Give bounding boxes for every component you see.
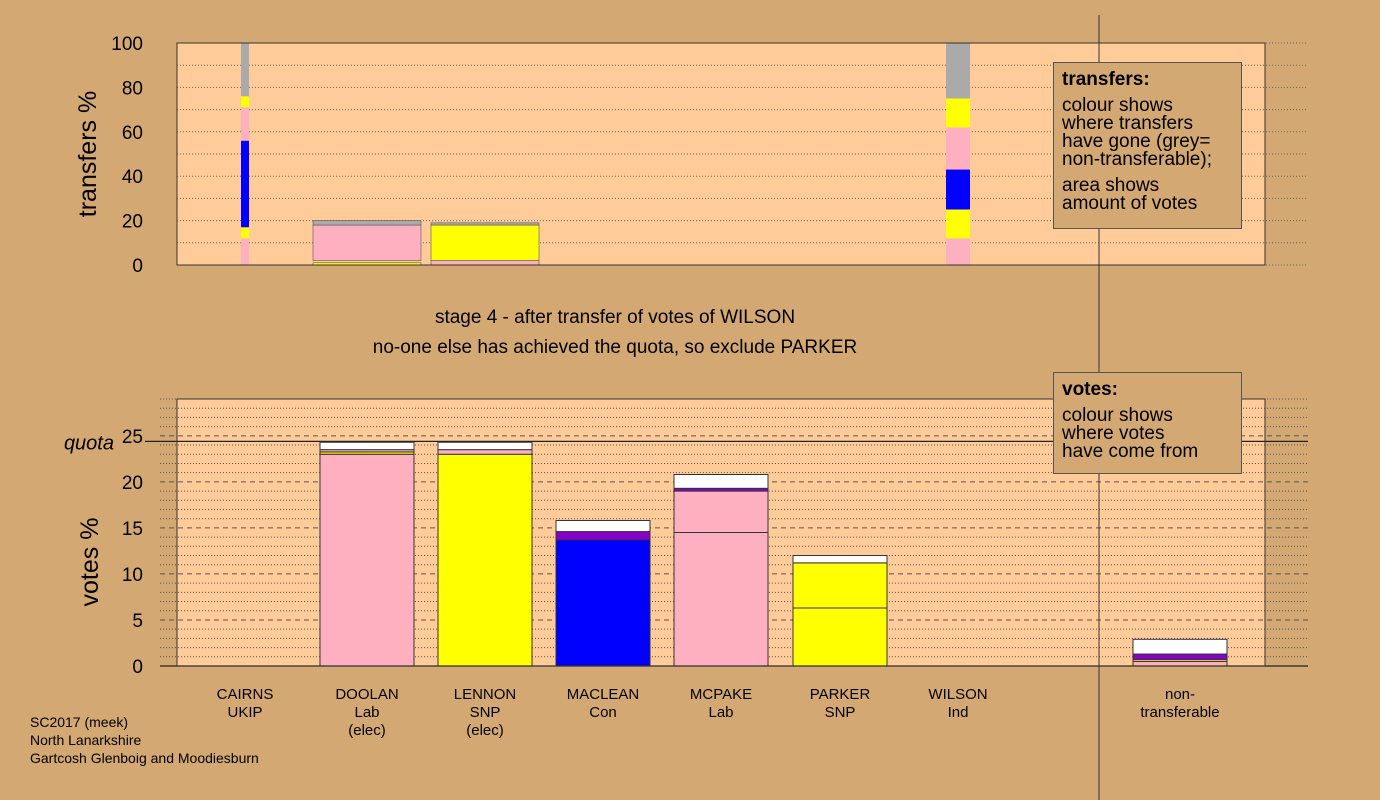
votes-y-tick: 20 <box>122 473 143 494</box>
votes-y-tick: 15 <box>122 519 143 540</box>
transfers-legend-heading: transfers: <box>1062 69 1150 90</box>
x-axis-label: UKIP <box>227 704 262 721</box>
stage-line-1: stage 4 - after transfer of votes of WIL… <box>434 307 796 328</box>
votes-legend-heading: votes: <box>1062 379 1118 400</box>
transfer-bar-segment <box>312 224 422 261</box>
transfers-legend-line-4: non-transferable); <box>1062 149 1212 170</box>
x-axis-label: PARKER <box>810 686 871 703</box>
x-axis-label: DOOLAN <box>335 686 398 703</box>
vote-bar-segment <box>1132 638 1228 655</box>
votes-y-tick: 5 <box>132 611 143 632</box>
footer-line-1: SC2017 (meek) <box>30 714 129 730</box>
transfers-legend-line-2: where transfers <box>1062 113 1193 134</box>
footer-line-3: Gartcosh Glenboig and Moodiesburn <box>30 750 259 766</box>
votes-legend-line-1: colour shows <box>1062 405 1173 426</box>
transfer-bar-segment <box>946 238 970 265</box>
transfer-bar-segment <box>241 96 249 108</box>
transfers-y-axis-label: transfers % <box>74 91 102 217</box>
footer-line-2: North Lanarkshire <box>30 732 142 748</box>
stage-description: stage 4 - after transfer of votes of WIL… <box>0 307 1230 359</box>
transfers-y-tick: 100 <box>111 34 143 55</box>
transfer-bar-segment <box>241 227 249 239</box>
vote-bar-segment <box>1132 660 1228 667</box>
votes-legend-line-3: have come from <box>1062 441 1199 462</box>
votes-legend-line-2: where votes <box>1062 423 1165 444</box>
x-axis-label: transferable <box>1140 704 1219 721</box>
vote-bar-segment <box>1132 653 1228 661</box>
x-axis-label: MACLEAN <box>567 686 640 703</box>
x-axis-label: SNP <box>470 704 501 721</box>
x-axis-label: MCPAKE <box>690 686 752 703</box>
x-axis-label: non- <box>1165 686 1195 703</box>
vote-bar-segment <box>792 607 888 667</box>
transfer-bar-segment <box>241 107 249 141</box>
x-axis-label: (elec) <box>466 722 504 739</box>
transfer-bar-segment <box>430 260 540 266</box>
votes-y-tick: 10 <box>122 565 143 586</box>
transfers-y-tick: 80 <box>122 78 143 99</box>
vote-bar-segment <box>437 453 533 667</box>
vote-bar-segment <box>555 520 651 533</box>
x-axis-label: SNP <box>825 704 856 721</box>
x-axis-label: Con <box>589 704 617 721</box>
transfer-bar-segment <box>312 220 422 226</box>
x-axis-label: CAIRNS <box>217 686 274 703</box>
votes-y-tick: 25 <box>122 427 143 448</box>
stage-line-2: no-one else has achieved the quota, so e… <box>372 337 858 358</box>
x-axis-label: WILSON <box>928 686 987 703</box>
vote-bar-segment <box>673 473 769 489</box>
transfers-y-tick: 0 <box>132 256 143 277</box>
transfer-bar-segment <box>946 169 970 210</box>
x-axis-label: Lab <box>708 704 733 721</box>
transfers-y-tick: 40 <box>122 167 143 188</box>
transfer-bar-segment <box>241 238 249 265</box>
transfers-legend-line-5: area shows <box>1062 175 1160 196</box>
transfers-legend: transfers: colour shows where transfers … <box>1053 62 1242 229</box>
x-axis-label: Lab <box>354 704 379 721</box>
x-axis-label: LENNON <box>454 686 517 703</box>
transfers-legend-line-1: colour shows <box>1062 95 1173 116</box>
transfers-y-tick: 60 <box>122 123 143 144</box>
vote-bar-segment <box>437 441 533 451</box>
transfers-y-tick: 20 <box>122 212 143 233</box>
quota-label: quota <box>64 432 114 454</box>
vote-bar-segment <box>319 441 415 451</box>
x-axis-label: Ind <box>948 704 969 721</box>
footer-info: SC2017 (meek) North Lanarkshire Gartcosh… <box>30 713 259 767</box>
vote-bar-segment <box>792 555 888 564</box>
transfer-bar-segment <box>946 43 970 99</box>
vote-bar-segment <box>555 539 651 667</box>
votes-plot-border <box>176 398 1266 667</box>
vote-bar-segment <box>319 453 415 667</box>
x-axis-label: (elec) <box>348 722 386 739</box>
transfer-bar-segment <box>241 140 249 228</box>
votes-y-axis-label: votes % <box>76 518 104 607</box>
transfer-bar-segment <box>946 127 970 170</box>
transfer-bar-segment <box>946 98 970 128</box>
transfer-bar-segment <box>430 224 540 261</box>
transfer-bar-segment <box>241 43 249 97</box>
transfers-legend-line-6: amount of votes <box>1062 193 1198 214</box>
votes-y-tick: 0 <box>132 657 143 678</box>
transfer-bar-segment <box>946 209 970 239</box>
transfers-legend-line-3: have gone (grey= <box>1062 131 1211 152</box>
vote-bar-segment <box>792 562 888 609</box>
transfer-bar-segment <box>430 222 540 226</box>
vote-bar-segment <box>437 449 533 455</box>
vote-bar-segment <box>673 532 769 667</box>
vote-bar-segment <box>673 490 769 534</box>
transfers-plot-border <box>176 42 1266 266</box>
votes-legend: votes: colour shows where votes have com… <box>1053 372 1242 474</box>
vote-bar-segment <box>555 531 651 541</box>
